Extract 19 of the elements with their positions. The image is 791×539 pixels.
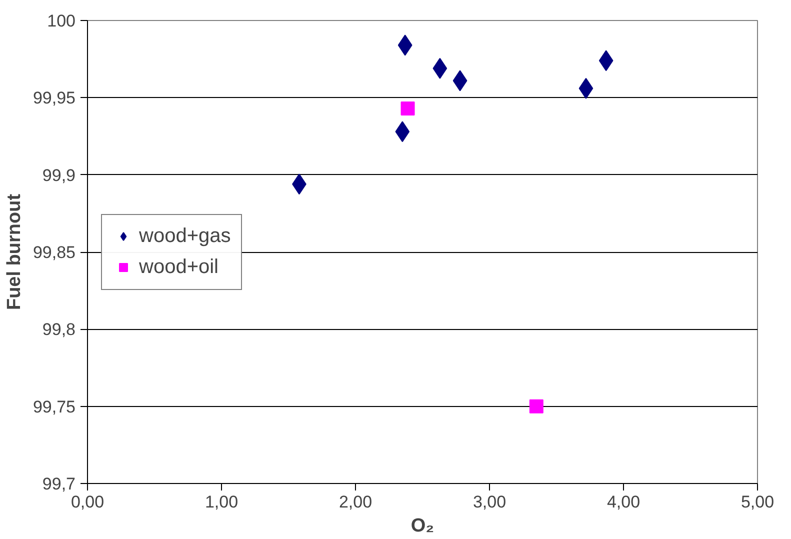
x-tick-label: 1,00 [204,492,238,512]
x-axis-title: O₂ [410,516,434,536]
legend-label: wood+oil [139,256,219,278]
y-tick-label: 99,85 [32,243,76,262]
y-tick-label: 99,7 [42,474,76,494]
y-tick-label: 99,9 [42,166,76,185]
y-axis-title: Fuel burnout [4,193,25,310]
x-tick-label: 5,00 [740,492,774,512]
point [400,101,415,116]
y-tick-label: 99,95 [32,88,76,108]
x-tick-label: 0,00 [70,492,104,512]
y-tick-label: 100 [47,12,76,30]
point [529,399,544,414]
x-tick-label: 2,00 [338,492,372,512]
legend-label: wood+gas [139,224,231,248]
x-tick-label: 4,00 [606,492,640,512]
x-tick-label: 3,00 [472,492,506,512]
y-tick-label: 99,75 [32,397,76,416]
y-tick-label: 99,8 [42,320,76,340]
